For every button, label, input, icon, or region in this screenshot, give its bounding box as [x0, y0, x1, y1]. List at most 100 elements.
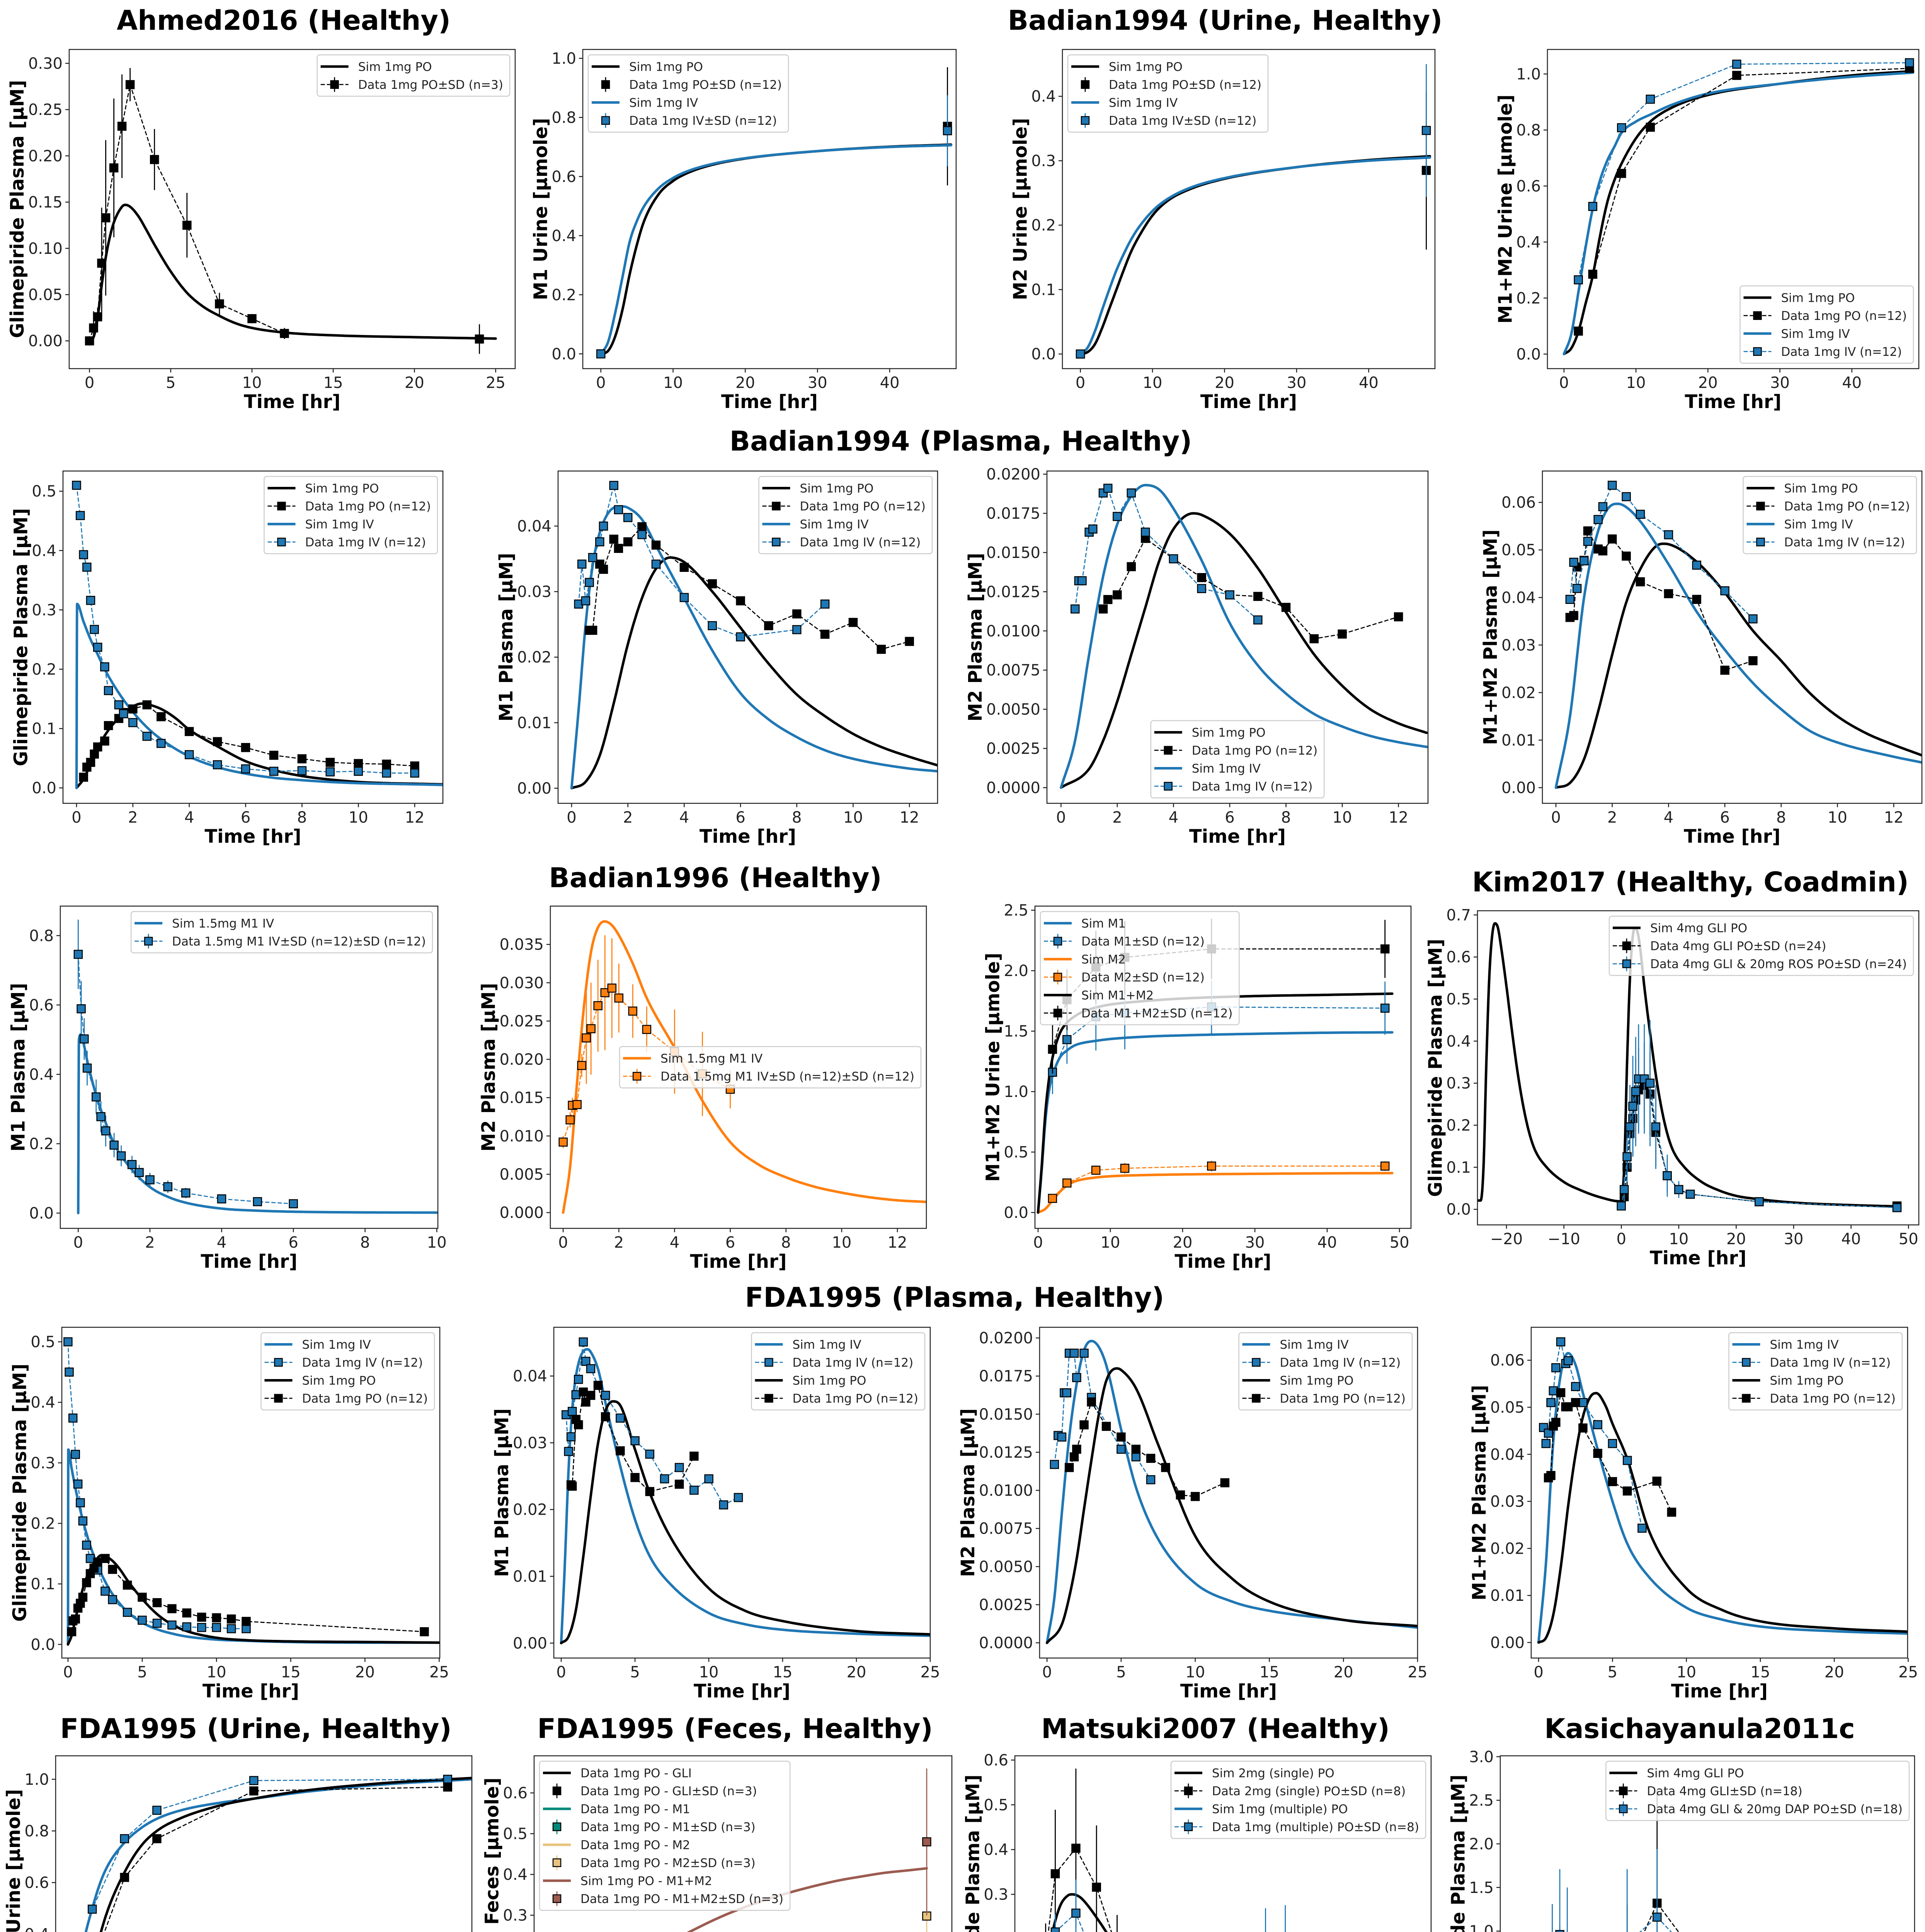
y-axis-label: M1 Plasma [µM]	[491, 1408, 513, 1577]
y-tick-label: 0.1	[1031, 281, 1056, 299]
data-line	[89, 82, 480, 341]
x-tick-label: 10	[1669, 1230, 1688, 1248]
axes-frame	[55, 1755, 473, 1932]
x-tick-label: 0	[85, 374, 94, 392]
data-point	[152, 1834, 162, 1844]
data-point	[564, 1447, 573, 1456]
data-point	[1190, 1492, 1200, 1501]
legend-entry: Sim 1mg PO - M1+M2	[543, 1874, 712, 1888]
y-tick-label: 0.0200	[979, 1330, 1033, 1347]
y-tick-label: 0.02	[517, 649, 551, 667]
data-point	[1146, 1475, 1156, 1485]
data-point	[443, 1782, 453, 1792]
y-tick-label: 0.2	[1031, 217, 1056, 235]
legend-entry: Data M1+M2±SD (n=12)	[1044, 1005, 1232, 1020]
data-point	[708, 579, 717, 588]
data-point	[1617, 1201, 1626, 1211]
data-point	[96, 1112, 106, 1121]
data-point	[93, 1557, 102, 1567]
data-point	[574, 1420, 583, 1430]
legend-entry: Data 1mg PO - M2	[543, 1838, 690, 1852]
data-point	[128, 704, 138, 714]
y-axis: 0.0 0.5 1.0 1.5 2.0 2.5 M1+M2 Urine [µmole]	[982, 902, 1035, 1222]
y-tick-label: 2.5	[1004, 902, 1028, 920]
x-tick-label: 15	[323, 374, 343, 392]
data-point	[601, 1391, 610, 1400]
data-point	[1069, 1349, 1079, 1358]
data-point	[1748, 656, 1758, 665]
x-tick-label: 10	[1333, 809, 1352, 827]
data-point	[280, 329, 289, 338]
data-line	[1052, 948, 1385, 1049]
data-point	[595, 537, 604, 546]
data-point	[1622, 1152, 1632, 1162]
data-point	[77, 1004, 86, 1014]
data-point	[354, 759, 363, 768]
axes-frame	[553, 1327, 931, 1659]
y-tick-label: 0.6	[551, 168, 576, 186]
y-tick-label: 0.4	[1446, 1032, 1471, 1050]
legend-marker-handle	[552, 1858, 562, 1867]
legend-marker-handle	[1184, 1786, 1193, 1795]
legend-entry: Data 1mg PO (n=12)	[762, 500, 926, 514]
data-series	[1552, 1849, 1672, 1932]
y-tick-label: 0.6	[984, 1752, 1008, 1769]
y-axis-label: Glimepiride Plasma [µM]	[1447, 1774, 1469, 1932]
data-point	[1113, 590, 1122, 600]
x-axis-label: Time [hr]	[1684, 826, 1780, 847]
data-series	[72, 481, 419, 778]
legend-label: Sim 1mg (multiple) PO	[1212, 1802, 1348, 1816]
data-point	[297, 754, 307, 764]
x-tick-label: 10	[1101, 1234, 1120, 1252]
y-tick-label: 0.4	[24, 1926, 49, 1932]
data-point	[1091, 1165, 1101, 1175]
legend-label: Data 1mg PO - M1	[580, 1802, 690, 1816]
legend-marker-handle	[1619, 1786, 1628, 1795]
data-point	[674, 1463, 684, 1472]
plot-content	[596, 67, 953, 359]
data-point	[1555, 1930, 1564, 1932]
axes-frame	[1046, 470, 1429, 804]
y-tick-label: 0.0025	[979, 1596, 1033, 1614]
subplot-15: 0.0000 0.0025 0.0050 0.0075 0.0100 0.0125 0.01…	[957, 1327, 1427, 1702]
x-tick-label: 10	[207, 1663, 226, 1681]
data-point	[108, 1595, 117, 1604]
data-point	[593, 1001, 603, 1010]
legend-label: Sim M1+M2	[1081, 988, 1154, 1002]
x-axis-label: Time [hr]	[1189, 826, 1286, 847]
y-tick-label: 0.6	[1516, 177, 1541, 195]
legend-label: Data 1mg IV (n=12)	[305, 536, 426, 549]
x-tick-label: −10	[1547, 1230, 1580, 1248]
x-tick-label: 0	[556, 1663, 566, 1681]
axes-frame	[1499, 1755, 1915, 1932]
data-point	[269, 750, 279, 760]
x-tick-label: 15	[1260, 1663, 1279, 1681]
axes-frame	[1034, 905, 1412, 1229]
legend-label: Data 1.5mg M1 IV±SD (n=12)±SD (n=12)	[660, 1070, 914, 1083]
legend-label: Data 4mg GLI & 20mg ROS PO±SD (n=24)	[1650, 957, 1907, 971]
y-axis-label: M2 Plasma [µM]	[965, 553, 986, 722]
data-point	[226, 1624, 236, 1633]
legend-marker-handle	[552, 1894, 562, 1903]
y-tick-label: 0.20	[28, 147, 63, 165]
legend: Sim 4mg GLI PO Data 4mg GLI±SD (n=18) Data…	[1605, 1760, 1910, 1821]
x-tick-label: 10	[843, 809, 863, 827]
data-point	[1692, 595, 1701, 604]
legend-label: Data 1mg PO - GLI±SD (n=3)	[580, 1784, 757, 1798]
data-point	[86, 758, 95, 767]
data-point	[1169, 554, 1178, 563]
data-point	[1637, 1524, 1647, 1533]
y-tick-label: 0.00	[28, 332, 63, 350]
sim-curve	[560, 1400, 930, 1645]
data-point	[157, 739, 166, 748]
y-tick-label: 0.0000	[986, 779, 1040, 797]
y-tick-label: 0.8	[1516, 121, 1541, 139]
data-point	[354, 767, 363, 776]
plot-content	[84, 1775, 472, 1932]
legend-marker-handle	[1081, 116, 1090, 125]
data-point	[651, 540, 661, 550]
